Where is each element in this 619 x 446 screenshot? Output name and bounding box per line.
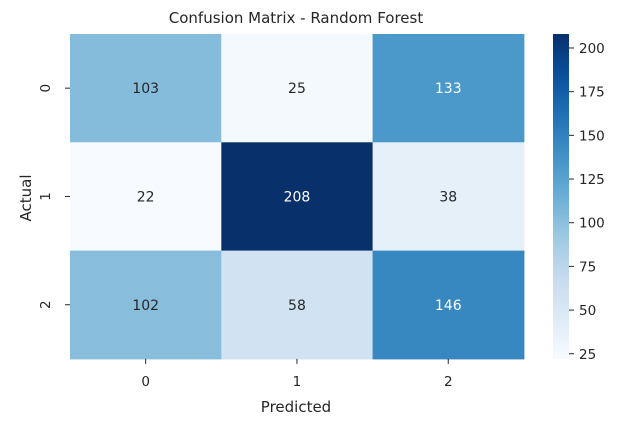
x-tick-label-2: 2 xyxy=(444,374,453,390)
colorbar-tick-label-4: 125 xyxy=(579,172,605,188)
cell-value-r0-c1: 25 xyxy=(288,81,306,97)
colorbar-tick-label-2: 75 xyxy=(579,259,596,275)
cell-value-r2-c0: 102 xyxy=(132,298,159,314)
cell-value-r1-c0: 22 xyxy=(137,189,155,205)
heatmap-cell-r1-c0 xyxy=(70,142,222,252)
heatmap-cell-r2-c1 xyxy=(221,250,374,360)
cell-value-r2-c2: 146 xyxy=(435,298,462,314)
heatmap-cell-r0-c2 xyxy=(372,34,525,143)
heatmap-cell-r1-c1 xyxy=(221,142,374,252)
chart-title: Confusion Matrix - Random Forest xyxy=(169,9,424,27)
heatmap-cell-r0-c0 xyxy=(70,34,222,143)
colorbar-tick-label-7: 200 xyxy=(579,41,605,57)
heatmap-cell-r0-c1 xyxy=(221,34,374,143)
y-tick-label-1: 1 xyxy=(38,192,54,201)
x-tick-label-0: 0 xyxy=(141,374,150,390)
cell-value-r1-c2: 38 xyxy=(439,189,457,205)
cell-value-r1-c1: 208 xyxy=(284,189,311,205)
cell-value-r0-c2: 133 xyxy=(435,81,462,97)
colorbar-tick-label-5: 150 xyxy=(579,128,605,144)
y-axis-label: Actual xyxy=(17,175,35,222)
colorbar-tick-label-1: 50 xyxy=(579,303,596,319)
colorbar-tick-label-3: 100 xyxy=(579,216,605,232)
x-axis-label: Predicted xyxy=(261,398,331,416)
heatmap-cell-r1-c2 xyxy=(372,142,525,252)
y-tick-label-2: 2 xyxy=(38,300,54,309)
cell-value-r0-c0: 103 xyxy=(132,81,159,97)
colorbar-tick-label-6: 175 xyxy=(579,85,605,101)
colorbar-tick-label-0: 25 xyxy=(579,347,596,363)
x-axis-ticks: 0 1 2 xyxy=(141,358,453,390)
heatmap-cell-labels: 103 25 133 22 208 38 102 58 146 xyxy=(132,81,461,314)
y-tick-label-0: 0 xyxy=(38,84,54,93)
heatmap-cell-r2-c2 xyxy=(372,250,525,360)
heatmap-cells xyxy=(70,34,525,360)
x-tick-label-1: 1 xyxy=(293,374,302,390)
colorbar xyxy=(553,34,569,359)
y-axis-ticks: 0 1 2 xyxy=(38,84,70,309)
heatmap-cell-r2-c0 xyxy=(70,250,222,360)
cell-value-r2-c1: 58 xyxy=(288,298,306,314)
colorbar-ticks: 25 50 75 100 125 150 175 200 xyxy=(569,41,605,363)
